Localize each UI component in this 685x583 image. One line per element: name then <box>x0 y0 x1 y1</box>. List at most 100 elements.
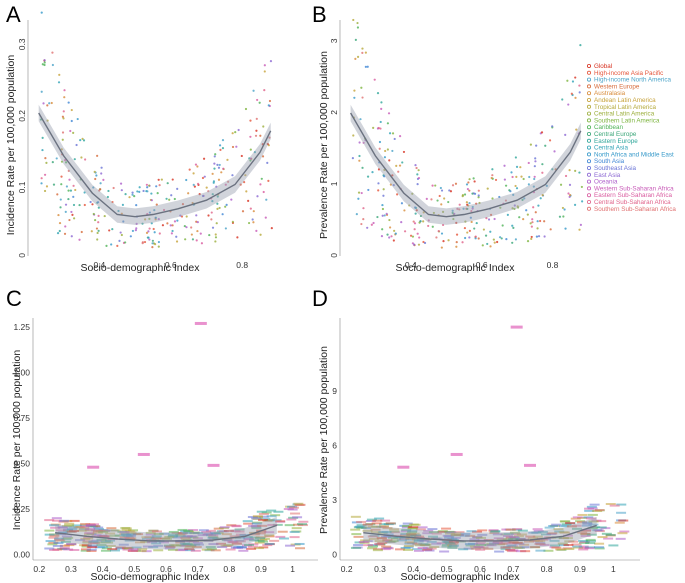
scatter-point <box>527 183 530 186</box>
y-tick-label: 1.00 <box>13 368 30 378</box>
scatter-point <box>380 101 383 104</box>
scatter-point <box>440 189 444 192</box>
y-tick-label: 0 <box>332 550 337 560</box>
scatter-point <box>255 117 258 120</box>
country-label-point <box>566 525 577 528</box>
country-label-point <box>510 533 521 536</box>
scatter-point <box>523 197 526 200</box>
country-label-point <box>543 549 554 552</box>
country-label-point <box>217 546 228 549</box>
ticks-d: 0.2 0.3 0.4 0.5 0.6 0.7 0.8 0.9 1 0 3 6 9 <box>332 386 616 574</box>
scatter-point <box>568 183 572 186</box>
scatter-point <box>536 220 539 223</box>
country-label-point <box>362 529 373 532</box>
scatter-point <box>431 184 434 187</box>
country-label-point <box>266 515 277 518</box>
scatter-point <box>69 189 73 192</box>
scatter-point <box>458 208 461 211</box>
scatter-point <box>403 209 406 212</box>
scatter-point <box>436 199 439 202</box>
scatter-point <box>361 96 364 99</box>
scatter-point <box>210 218 213 221</box>
scatter-point <box>138 190 141 193</box>
country-label-point <box>278 537 289 540</box>
x-tick-label: 0.6 <box>476 260 488 270</box>
scatter-point <box>414 206 417 209</box>
country-label-point <box>145 531 156 534</box>
scatter-point <box>247 199 250 203</box>
scatter-point <box>534 211 537 214</box>
scatter-point <box>356 55 360 58</box>
country-label-point <box>103 541 114 544</box>
country-label-point <box>350 528 361 531</box>
scatter-point <box>435 236 438 239</box>
scatter-point <box>536 227 539 230</box>
country-label-point <box>254 541 265 544</box>
country-label-point <box>159 532 170 535</box>
country-label-point <box>465 534 476 537</box>
country-label-point <box>93 526 104 529</box>
country-label-point <box>288 506 299 509</box>
scatter-point <box>578 91 581 94</box>
country-label-point <box>415 528 426 531</box>
scatter-point <box>500 237 503 240</box>
country-label-point <box>466 530 477 533</box>
country-label-point <box>427 528 438 531</box>
legend-label: Australasia <box>594 90 626 97</box>
country-label-point <box>451 532 462 535</box>
x-tick-label: 0.5 <box>128 564 140 574</box>
country-label-point <box>429 545 440 548</box>
scatter-point <box>68 178 71 181</box>
country-label-point <box>367 525 378 528</box>
outlier-point <box>510 325 523 329</box>
scatter-point <box>67 169 70 172</box>
country-label-point <box>81 544 92 547</box>
scatter-point <box>471 205 474 209</box>
panel-letter-b: B <box>312 2 327 27</box>
legend-marker <box>587 64 592 69</box>
scatter-point <box>519 166 522 169</box>
country-label-point <box>297 523 308 526</box>
legend-marker <box>587 186 592 191</box>
country-label-point <box>258 515 269 518</box>
scatter-point <box>559 183 563 186</box>
scatter-point <box>106 195 109 199</box>
scatter-point <box>61 138 64 141</box>
scatter-point <box>366 175 370 178</box>
country-label-point <box>275 535 286 538</box>
country-label-point <box>142 537 153 540</box>
scatter-point <box>45 161 48 164</box>
scatter-point <box>564 227 567 230</box>
scatter-point <box>217 166 221 169</box>
country-label-point <box>258 512 269 515</box>
scatter-point <box>403 230 407 233</box>
scatter-point <box>147 230 150 233</box>
scatter-point <box>377 126 380 130</box>
country-label-point <box>242 536 253 539</box>
country-label-point <box>91 534 102 537</box>
scatter-point <box>564 174 568 178</box>
scatter-point <box>514 156 517 159</box>
scatter-point <box>389 183 392 186</box>
scatter-point <box>451 211 454 215</box>
scatter-point <box>240 154 243 158</box>
scatter-point <box>61 131 65 134</box>
country-label-point <box>249 533 260 536</box>
country-label-point <box>192 541 203 544</box>
scatter-point <box>136 190 139 193</box>
country-label-point <box>549 539 560 542</box>
scatter-point <box>440 232 444 235</box>
scatter-point <box>74 188 77 192</box>
country-label-point <box>594 509 605 512</box>
country-label-point <box>107 548 118 551</box>
x-tick-label: 0.4 <box>407 564 419 574</box>
scatter-point <box>148 211 151 214</box>
scatter-point <box>70 235 73 238</box>
country-label-point <box>563 543 574 546</box>
scatter-point <box>534 157 537 160</box>
scatter-point <box>48 102 51 105</box>
scatter-point <box>153 231 156 234</box>
scatter-point <box>352 134 355 137</box>
scatter-point <box>148 184 151 187</box>
country-label-point <box>178 548 189 551</box>
